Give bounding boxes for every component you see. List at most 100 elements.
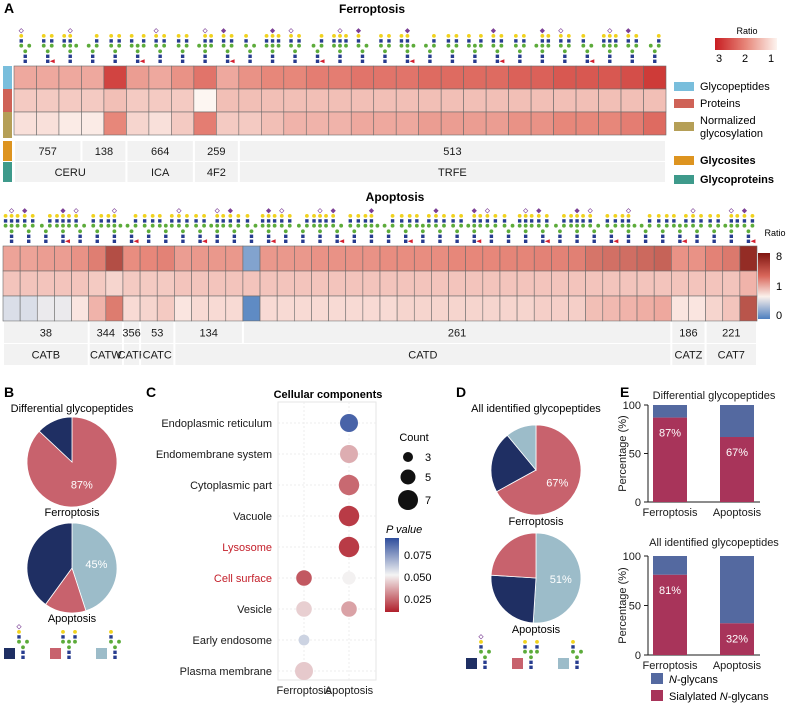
glcnac-square: [729, 239, 733, 243]
glycosite-label: 138: [95, 146, 113, 158]
mannose-circle: [117, 43, 122, 48]
glcnac-square: [609, 239, 614, 243]
mannose-circle: [472, 49, 477, 54]
galactose-circle: [562, 214, 566, 218]
heatmap-cell-r2-c13: [225, 295, 244, 322]
galactose-circle: [620, 214, 625, 218]
sialic-acid-diamond: [539, 28, 545, 34]
heatmap-cell-r2-c22: [379, 295, 398, 322]
galactose-circle: [344, 34, 348, 38]
heatmap-cell-r2-c8: [193, 111, 217, 136]
heatmap-cell-r2-c41: [705, 295, 724, 322]
mannose-circle: [135, 43, 140, 48]
heatmap-cell-r0-c21: [362, 245, 381, 272]
glcnac-square: [489, 239, 494, 243]
sialic-acid-diamond: [67, 28, 73, 34]
heatmap-cell-r0-c26: [598, 65, 622, 90]
fucose-triangle: [202, 239, 208, 244]
heatmap-cell-r1-c21: [362, 270, 381, 297]
mannose-circle: [9, 229, 14, 234]
mannose-circle: [630, 49, 635, 54]
mannose-circle: [332, 43, 336, 48]
galactose-circle: [478, 214, 483, 218]
galactose-circle: [369, 214, 374, 218]
heatmap-cell-r2-c4: [103, 111, 127, 136]
heatmap-cell-r0-c30: [516, 245, 535, 272]
glcnac-square: [90, 59, 95, 63]
heatmap-cell-r2-c30: [516, 295, 535, 322]
glcnac-square: [405, 39, 410, 43]
heatmap-cell-r1-c43: [739, 270, 758, 297]
mannose-circle: [300, 229, 305, 234]
mannose-circle: [399, 43, 404, 48]
mannose-circle: [364, 43, 369, 48]
count-legend-dot-7: [398, 490, 418, 510]
galactose-circle: [176, 34, 181, 38]
mannose-circle: [22, 223, 27, 228]
fucose-triangle: [319, 59, 325, 64]
glcnac-square: [399, 39, 404, 43]
glycoprotein-label: CATC: [143, 350, 172, 362]
mannose-circle: [202, 223, 206, 228]
glcnac-square: [94, 39, 99, 43]
heatmap-cell-r1-c8: [193, 88, 217, 113]
pie-slice-rose: [490, 532, 537, 579]
heatmap-cell-r1-c36: [619, 270, 638, 297]
heatmap-cell-r1-c9: [216, 88, 240, 113]
legend-label-sialylated: Sialylated N-glycans: [669, 691, 769, 703]
heatmap-cell-r1-c15: [259, 270, 278, 297]
heatmap-cell-r2-c19: [440, 111, 464, 136]
mannose-circle: [723, 223, 728, 228]
heatmap-cell-r2-c21: [485, 111, 509, 136]
glcnac-square: [592, 239, 596, 243]
mannose-circle: [466, 223, 471, 228]
heatmap-cell-r0-c8: [193, 65, 217, 90]
heatmap-cell-r2-c12: [283, 111, 307, 136]
ferroptosis-row-color-strips: [3, 66, 12, 182]
mannose-circle: [184, 43, 189, 48]
mannose-circle: [677, 229, 682, 234]
heatmap-cell-r2-c7: [171, 111, 195, 136]
heatmap-cell-r0-c14: [242, 245, 261, 272]
heatmap-cell-r0-c0: [2, 245, 21, 272]
p-value-title-p: P value: [386, 524, 422, 536]
heatmap-cell-r0-c10: [238, 65, 262, 90]
mannose-circle: [25, 639, 29, 644]
mannose-circle: [588, 223, 593, 228]
dotplot-point: [338, 536, 360, 558]
glcnac-square: [514, 39, 518, 43]
heatmap-cell-r0-c39: [671, 245, 689, 272]
mannose-circle: [648, 43, 653, 48]
mannose-circle: [695, 229, 699, 234]
glycosite-label: 221: [722, 328, 740, 340]
galactose-circle: [157, 214, 162, 218]
galactose-circle: [671, 214, 676, 218]
apoptosis-colorbar-title: Ratio: [764, 228, 785, 238]
glcnac-square: [546, 39, 551, 43]
galactose-circle: [61, 630, 65, 634]
galactose-circle: [68, 34, 73, 38]
dotplot-category-label: Early endosome: [193, 635, 273, 647]
glcnac-square: [266, 239, 271, 243]
mannose-circle: [221, 223, 226, 228]
glcnac-square: [23, 219, 27, 223]
galactose-circle: [454, 34, 459, 38]
glcnac-square: [293, 54, 297, 58]
mannose-circle: [639, 223, 644, 228]
mannose-circle: [390, 223, 395, 228]
galactose-circle: [117, 34, 122, 38]
mannose-circle: [348, 223, 353, 228]
glcnac-square: [129, 39, 134, 43]
mannose-circle: [369, 229, 374, 234]
glcnac-square: [225, 54, 230, 58]
heatmap-cell-r2-c12: [208, 295, 227, 322]
glcnac-square: [248, 59, 252, 63]
glcnac-square: [142, 219, 147, 223]
heatmap-cell-r0-c27: [465, 245, 484, 272]
mannose-circle: [236, 223, 241, 228]
heatmap-cell-r2-c5: [126, 111, 150, 136]
galactose-circle: [513, 34, 518, 38]
bar-n-glycans: [720, 405, 754, 438]
glcnac-square: [562, 219, 566, 223]
heatmap-cell-r0-c34: [585, 245, 604, 272]
